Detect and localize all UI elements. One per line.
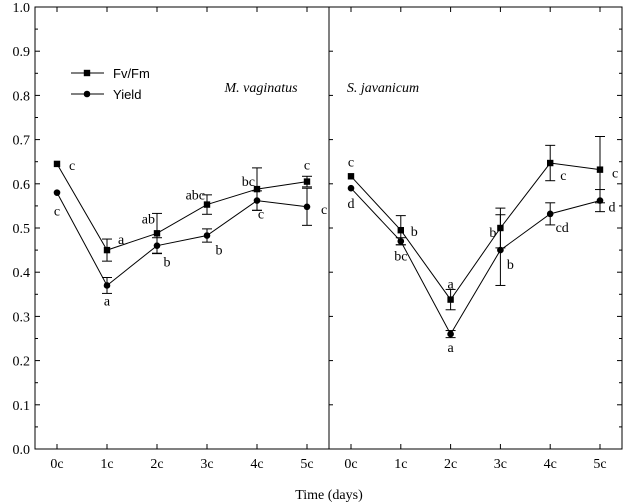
x-tick-label: 0c [50, 457, 63, 472]
y-tick-label: 0.8 [13, 89, 31, 104]
legend-marker [83, 69, 91, 77]
y-tick-label: 0.6 [13, 178, 31, 193]
data-point [596, 166, 604, 173]
x-axis: 0c 1c 2c 3c 4c 5c 0c 1c 2c 3c 4c 5c [50, 7, 607, 472]
x-tick-label: 2c [444, 457, 457, 472]
data-label: c [321, 203, 327, 218]
data-point [253, 197, 261, 204]
data-point [397, 227, 404, 234]
data-label: bc [394, 249, 407, 264]
data-point [596, 197, 604, 204]
legend-label: Fv/Fm [113, 66, 150, 81]
series-line [350, 187, 601, 336]
data-label: c [258, 208, 264, 223]
data-label: a [118, 233, 125, 248]
data-point [253, 185, 261, 193]
y-tick-label: 0.3 [13, 310, 31, 325]
data-label: b [489, 226, 496, 241]
data-label: abc [186, 189, 205, 204]
y-tick-label: 0.2 [13, 355, 31, 370]
legend: Fv/Fm Yield [71, 66, 150, 102]
data-point [397, 237, 405, 245]
data-point [53, 189, 61, 196]
legend-label: Yield [113, 87, 141, 102]
x-tick-label: 1c [394, 457, 407, 472]
data-point [497, 246, 504, 254]
data-label: ab [142, 212, 155, 227]
data-point [303, 178, 311, 185]
data-point [347, 173, 355, 180]
data-label: bc [242, 175, 255, 190]
data-label: a [447, 341, 454, 356]
data-point [203, 201, 211, 208]
data-point [53, 160, 61, 168]
data-label: c [560, 169, 566, 184]
y-tick-label: 0.9 [13, 45, 31, 60]
data-point [153, 230, 161, 237]
data-point [103, 282, 111, 289]
panel-title: M. vaginatus [223, 81, 298, 96]
data-label: d [348, 197, 355, 212]
data-point [347, 184, 355, 192]
x-tick-label: 3c [494, 457, 507, 472]
x-axis-label: Time (days) [295, 488, 363, 503]
x-tick-label: 5c [300, 457, 313, 472]
x-tick-label: 0c [344, 457, 357, 472]
series-line [350, 162, 601, 301]
data-label: b [164, 256, 171, 271]
x-tick-label: 5c [593, 457, 606, 472]
data-label: d [609, 201, 616, 216]
data-label: b [507, 258, 514, 273]
y-axis: 0.0 0.1 0.2 0.3 0.4 0.5 0.6 0.7 0.8 0.9 1.0 [13, 1, 622, 458]
series-line [56, 163, 308, 251]
data-label: c [54, 205, 60, 220]
data-point [447, 296, 454, 303]
data-label: c [304, 159, 310, 174]
x-tick-label: 1c [100, 457, 113, 472]
data-point [447, 330, 454, 338]
x-tick-label: 2c [150, 457, 163, 472]
y-tick-label: 0.0 [13, 443, 31, 458]
data-point [547, 159, 554, 167]
y-tick-label: 1.0 [13, 1, 31, 16]
data-label: cd [556, 221, 569, 236]
data-label: b [411, 225, 418, 240]
data-label: c [348, 155, 354, 170]
data-label: c [69, 159, 75, 174]
series-line [56, 192, 308, 287]
data-point [203, 232, 211, 239]
data-label: a [104, 294, 111, 309]
x-tick-label: 4c [544, 457, 557, 472]
data-label: c [612, 167, 618, 182]
series-yield: d bc a b cd d [347, 184, 616, 356]
y-tick-label: 0.7 [13, 134, 31, 149]
data-point [546, 210, 554, 218]
data-label: a [447, 278, 454, 293]
y-tick-label: 0.5 [13, 222, 31, 237]
data-point [103, 246, 111, 254]
y-tick-label: 0.4 [13, 266, 31, 281]
panel-title: S. javanicum [347, 81, 419, 96]
x-tick-label: 4c [250, 457, 263, 472]
legend-marker [83, 90, 91, 98]
data-point [303, 203, 311, 211]
x-tick-label: 3c [200, 457, 213, 472]
data-point [153, 242, 161, 249]
y-tick-label: 0.1 [13, 399, 31, 414]
data-label: b [216, 244, 223, 259]
